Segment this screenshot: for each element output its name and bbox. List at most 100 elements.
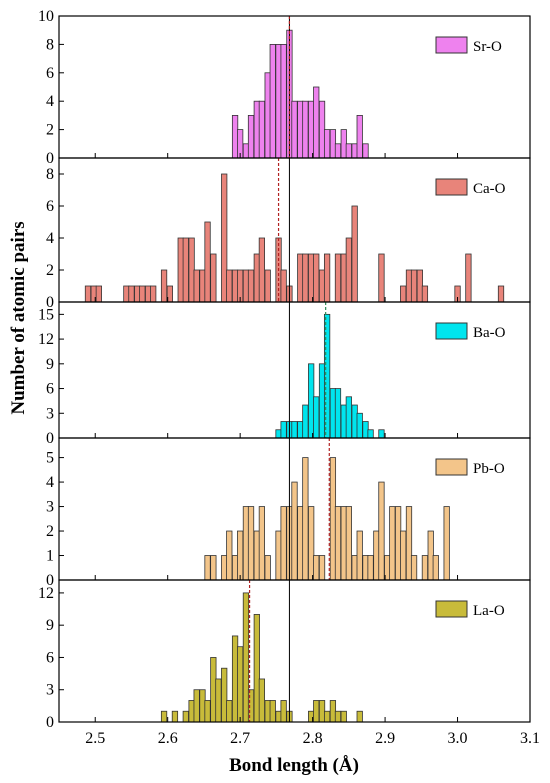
y-axis-title: Number of atomic pairs (8, 221, 29, 414)
bar-ba-o (313, 396, 320, 439)
bar-ca-o (351, 205, 358, 303)
y-tick-label: 15 (38, 306, 54, 323)
bar-ba-o (362, 421, 369, 439)
y-tick-label: 0 (46, 714, 54, 731)
bar-la-o (237, 646, 244, 723)
bar-pb-o (247, 506, 255, 581)
bar-ca-o (318, 269, 326, 303)
bar-sr-o (231, 115, 239, 159)
bar-sr-o (253, 100, 260, 159)
bar-ca-o (123, 285, 130, 303)
bar-sr-o (264, 72, 271, 159)
bar-sr-o (362, 143, 369, 159)
bar-la-o (258, 678, 266, 723)
bar-ca-o (160, 269, 168, 303)
bar-pb-o (313, 555, 320, 581)
bar-ba-o (367, 429, 374, 439)
bar-ca-o (247, 269, 255, 303)
bar-pb-o (253, 530, 260, 581)
y-tick-label: 8 (46, 36, 54, 53)
x-axis-title: Bond length (Å) (229, 755, 359, 776)
bar-ca-o (313, 253, 320, 303)
bar-pb-o (394, 506, 402, 581)
bar-pb-o (258, 506, 266, 581)
legend-la-o: La-O (435, 600, 505, 619)
bar-pb-o (340, 506, 347, 581)
y-tick-label: 6 (46, 381, 54, 398)
bar-la-o (280, 700, 287, 723)
bar-ca-o (134, 285, 141, 303)
bar-sr-o (297, 100, 304, 159)
panel-frame (58, 301, 531, 439)
bar-pb-o (318, 555, 326, 581)
bar-la-o (329, 700, 337, 723)
bar-sr-o (275, 44, 282, 159)
panel-sr-o: 0 2 4 6 8 10 Sr-O (38, 8, 531, 167)
bar-ba-o (378, 429, 385, 439)
bar-pb-o (280, 506, 287, 581)
bar-la-o (160, 710, 168, 723)
y-tick-label: 1 (46, 548, 54, 565)
bar-pb-o (210, 555, 217, 581)
y-tick-label: 3 (46, 405, 54, 422)
y-tick-label: 3 (46, 499, 54, 516)
bar-ca-o (150, 285, 157, 303)
bar-pb-o (297, 506, 304, 581)
bar-ca-o (226, 269, 233, 303)
bar-pb-o (242, 506, 250, 581)
y-tick-label: 0 (46, 150, 54, 167)
bar-ca-o (182, 237, 189, 303)
bar-ca-o (199, 269, 206, 303)
y-tick-label: 0 (46, 572, 54, 589)
bar-sr-o (302, 100, 309, 159)
legend-sr-o: Sr-O (435, 36, 502, 55)
bar-sr-o (313, 86, 320, 159)
x-tick-label: 3.1 (520, 730, 540, 747)
legend-ba-o: Ba-O (435, 322, 506, 341)
bar-la-o (269, 700, 276, 723)
bar-la-o (264, 700, 271, 723)
bar-ca-o (416, 269, 423, 303)
bar-la-o (199, 689, 206, 723)
bar-ca-o (177, 237, 184, 303)
bar-ba-o (351, 404, 358, 439)
legend-label: La-O (473, 603, 505, 619)
bar-pb-o (334, 506, 342, 581)
bar-ca-o (264, 269, 271, 303)
bar-ca-o (340, 253, 347, 303)
legend-label: Pb-O (473, 461, 505, 477)
bar-la-o (231, 635, 239, 723)
bar-la-o (193, 689, 200, 723)
bar-sr-o (334, 143, 342, 159)
bar-ba-o (275, 429, 282, 439)
bar-ca-o (188, 237, 195, 303)
panel-la-o: 0 3 6 9 12 La-O (38, 579, 531, 731)
bar-pb-o (410, 555, 418, 581)
bar-pb-o (356, 530, 363, 581)
bar-ba-o (297, 421, 304, 439)
bar-sr-o (340, 129, 347, 159)
bar-la-o (356, 710, 363, 723)
legend-swatch (435, 322, 468, 340)
panel-pb-o: 0 1 2 3 4 5 Pb-O (46, 437, 531, 589)
legend-label: Sr-O (473, 39, 502, 55)
bar-pb-o (432, 555, 439, 581)
legend-ca-o: Ca-O (435, 178, 506, 197)
bar-ba-o (345, 396, 352, 439)
bar-sr-o (323, 129, 331, 159)
y-tick-label: 8 (46, 166, 54, 183)
bar-la-o (253, 614, 260, 723)
bar-ca-o (204, 221, 211, 303)
bar-ca-o (253, 253, 260, 303)
bar-pb-o (308, 506, 315, 581)
y-tick-label: 2 (46, 122, 54, 139)
y-tick-label: 12 (38, 585, 54, 602)
bar-sr-o (318, 100, 326, 159)
y-tick-label: 10 (38, 8, 54, 25)
bar-la-o (318, 700, 326, 723)
bar-ca-o (221, 173, 228, 303)
bar-sr-o (329, 129, 337, 159)
bar-sr-o (351, 143, 358, 159)
y-tick-label: 0 (46, 294, 54, 311)
